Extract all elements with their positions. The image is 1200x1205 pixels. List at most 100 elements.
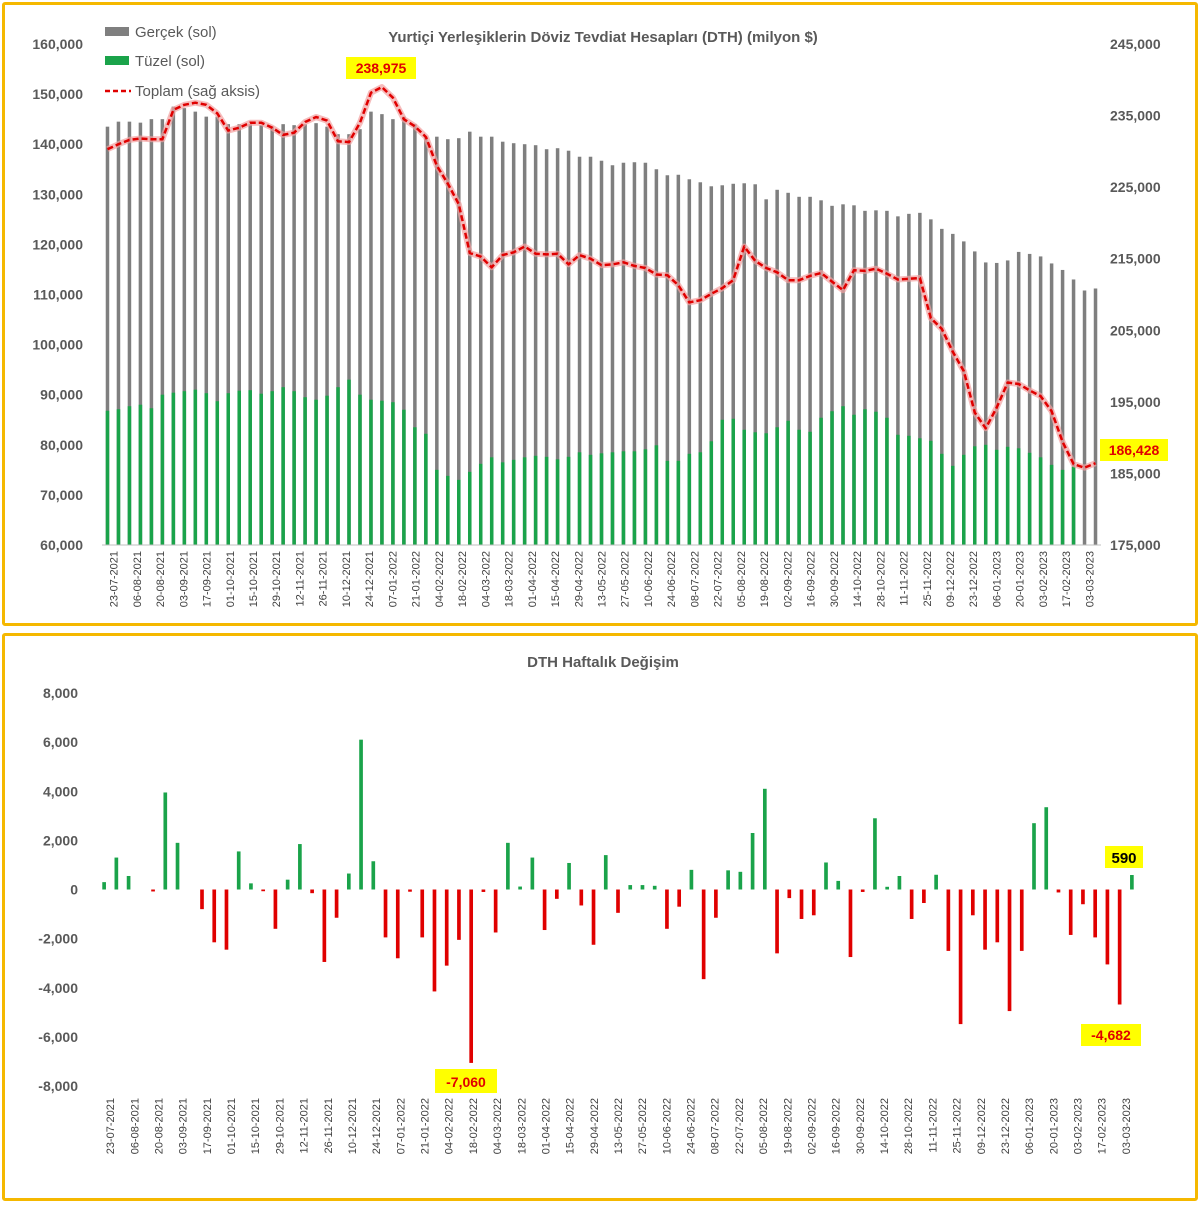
x-tick-label: 03-03-2023 <box>1084 551 1096 607</box>
tuzel-bar <box>753 432 757 545</box>
decrease-bar <box>408 889 412 892</box>
tuzel-bar <box>874 411 878 545</box>
tuzel-bar <box>193 389 198 545</box>
tuzel-bar <box>731 418 735 545</box>
gercek-bar <box>500 141 505 545</box>
increase-bar <box>506 842 510 890</box>
gercek-bar <box>632 162 637 545</box>
gercek-bar <box>303 124 307 545</box>
decrease-bar <box>714 889 718 918</box>
increase-bar <box>897 875 902 890</box>
callout-box-min <box>435 1069 497 1093</box>
gercek-bar <box>369 111 373 545</box>
decrease-bar <box>383 889 388 938</box>
gercek-bar <box>435 136 439 545</box>
gercek-bar <box>105 126 110 545</box>
gercek-bar <box>424 136 428 545</box>
gercek-bar <box>138 122 143 546</box>
tuzel-bar <box>347 379 351 545</box>
gercek-bar <box>511 143 516 545</box>
x-tick-label: 22-07-2022 <box>713 551 725 607</box>
tuzel-bar <box>962 454 966 545</box>
weekly-dth-level-chart-panel: Yurtiçi Yerleşiklerin Döviz Tevdiat Hesa… <box>2 2 1198 626</box>
tuzel-bar <box>654 445 659 545</box>
x-tick-label: 07-01-2022 <box>395 1098 407 1154</box>
tuzel-bar <box>292 391 296 545</box>
tuzel-bar <box>149 408 154 545</box>
increase-bar <box>824 862 828 890</box>
gercek-bar <box>1093 288 1098 545</box>
decrease-bar <box>591 889 596 945</box>
x-tick-label: 01-10-2021 <box>225 551 237 607</box>
x-tick-label: 26-11-2021 <box>323 1098 335 1153</box>
x-tick-label: 28-10-2022 <box>875 551 887 607</box>
gercek-bar <box>742 183 746 545</box>
x-tick-label: 19-08-2022 <box>782 1098 794 1154</box>
y-right-tick-label: 185,000 <box>1110 465 1161 481</box>
x-tick-label: 15-10-2021 <box>250 1098 262 1154</box>
x-tick-label: 26-11-2021 <box>318 551 330 606</box>
x-tick-label: 23-07-2021 <box>109 551 121 607</box>
decrease-bar <box>224 889 229 950</box>
y-tick-label: 2,000 <box>43 832 78 848</box>
tuzel-bar <box>566 456 571 545</box>
tuzel-bar <box>555 459 560 545</box>
y-tick-label: -4,000 <box>38 980 78 996</box>
x-tick-label: 29-10-2021 <box>274 1098 286 1154</box>
x-tick-label: 25-11-2022 <box>922 551 934 606</box>
decrease-bar <box>395 889 400 959</box>
x-tick-label: 04-02-2022 <box>434 551 446 607</box>
decrease-bar <box>860 889 865 892</box>
gercek-bar <box>226 124 231 545</box>
gercek-bar <box>577 156 582 545</box>
increase-bar <box>750 833 755 890</box>
gercek-bar <box>533 145 538 545</box>
x-tick-label: 20-08-2021 <box>155 551 167 607</box>
tuzel-bar <box>972 446 977 545</box>
tuzel-bar <box>907 435 911 545</box>
gercek-bar <box>1071 279 1076 545</box>
tuzel-bar <box>1049 464 1054 545</box>
increase-bar <box>518 886 522 890</box>
decrease-bar <box>909 889 914 919</box>
tuzel-bar <box>468 471 472 545</box>
x-tick-label: 25-11-2022 <box>952 1098 964 1153</box>
decrease-bar <box>958 889 963 1025</box>
x-tick-label: 16-09-2022 <box>831 1098 843 1154</box>
x-tick-label: 17-09-2021 <box>202 1098 214 1154</box>
gercek-bar <box>731 183 735 546</box>
y-tick-label: 4,000 <box>43 783 78 799</box>
gercek-bar <box>940 228 944 545</box>
increase-bar <box>885 886 890 890</box>
tuzel-bar <box>1060 469 1065 545</box>
gercek-bar <box>687 179 692 545</box>
x-tick-label: 15-04-2022 <box>565 1098 577 1154</box>
x-tick-label: 29-04-2022 <box>589 1098 601 1154</box>
x-tick-label: 15-04-2022 <box>550 551 562 607</box>
tuzel-bar <box>380 400 384 545</box>
decrease-bar <box>1093 889 1098 938</box>
x-tick-label: 30-09-2022 <box>855 1098 867 1154</box>
x-tick-label: 01-10-2021 <box>226 1098 238 1154</box>
gercek-bar <box>336 134 340 545</box>
decrease-bar <box>995 889 1000 943</box>
gercek-bar <box>797 196 801 545</box>
tuzel-bar <box>983 444 988 545</box>
x-tick-label: 03-02-2023 <box>1073 1098 1085 1154</box>
decrease-bar <box>444 889 449 966</box>
tuzel-bar <box>127 406 132 545</box>
increase-bar <box>934 874 938 890</box>
x-tick-label: 12-11-2021 <box>294 551 306 606</box>
callout-box-last-positive <box>1105 846 1143 868</box>
tuzel-bar <box>940 453 944 545</box>
gercek-bar <box>1060 269 1065 545</box>
tuzel-bar <box>424 433 428 545</box>
x-tick-label: 10-12-2021 <box>347 1098 359 1154</box>
gercek-bar <box>764 199 768 545</box>
decrease-bar <box>1105 889 1110 965</box>
increase-bar <box>236 851 241 890</box>
gercek-bar <box>643 162 648 545</box>
tuzel-bar <box>643 449 648 545</box>
increase-bar <box>628 885 633 890</box>
gercek-bar <box>380 114 384 545</box>
